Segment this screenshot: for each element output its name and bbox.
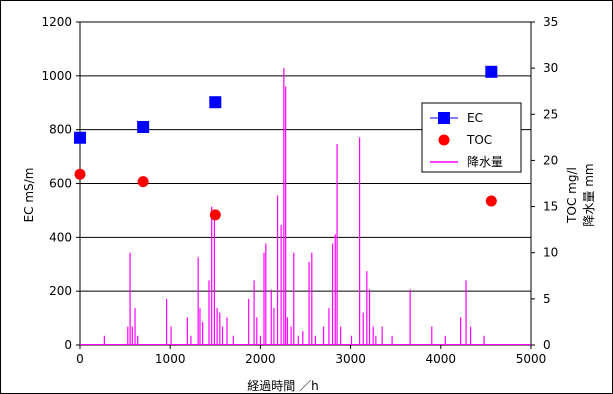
y-left-tick-label: 400: [49, 230, 72, 244]
grid-layer: [80, 75, 531, 292]
toc-point: [485, 195, 497, 207]
x-tick-label: 5000: [516, 352, 547, 366]
ec-point: [137, 120, 150, 133]
ec-point: [74, 131, 86, 144]
precipitation-series: [80, 68, 531, 345]
legend-ec-marker: [438, 112, 450, 124]
toc-point: [74, 168, 86, 180]
y-left-tick-label: 600: [49, 177, 72, 191]
y-left-tick-label: 1000: [41, 69, 72, 83]
legend-ec-label: EC: [467, 111, 483, 125]
legend-precip-label: 降水量: [467, 155, 503, 169]
ec-point: [485, 65, 498, 78]
ec-point: [209, 96, 222, 109]
y-left-tick-label: 0: [64, 338, 72, 352]
x-tick-label: 0: [76, 352, 84, 366]
legend-toc-marker: [438, 134, 450, 146]
y-right-tick-label: 0: [543, 338, 551, 352]
y-right-tick-label: 35: [543, 15, 558, 29]
x-tick-label: 4000: [426, 352, 457, 366]
axis-ticks: 0 1000 2000 3000 4000 50000200400600800100012…: [41, 15, 558, 366]
toc-series: [74, 168, 497, 221]
legend: EC TOC 降水量: [421, 102, 522, 173]
x-tick-label: 3000: [335, 352, 366, 366]
toc-point: [209, 209, 221, 221]
y-left-tick-label: 800: [49, 123, 72, 137]
y-left-tick-label: 1200: [41, 15, 72, 29]
ec-series: [74, 65, 498, 144]
toc-point: [137, 176, 149, 188]
y-right-tick-label: 5: [543, 292, 551, 306]
x-axis-title: 経過時間 ／h: [247, 379, 318, 393]
y-right-tick-label: 20: [543, 153, 558, 167]
y-right-tick-label: 25: [543, 107, 558, 121]
x-tick-label: 1000: [155, 352, 186, 366]
y-right-tick-label: 15: [543, 200, 558, 214]
y-right-axis-title-toc: TOC mg/l: [565, 167, 579, 224]
legend-toc-label: TOC: [466, 133, 492, 147]
y-right-tick-label: 30: [543, 61, 558, 75]
y-left-axis-title: EC mS/m: [22, 168, 36, 223]
y-right-tick-label: 10: [543, 246, 558, 260]
x-tick-label: 2000: [245, 352, 276, 366]
y-left-tick-label: 200: [49, 284, 72, 298]
y-right-axis-title-precip: 降水量 mm: [582, 163, 596, 226]
